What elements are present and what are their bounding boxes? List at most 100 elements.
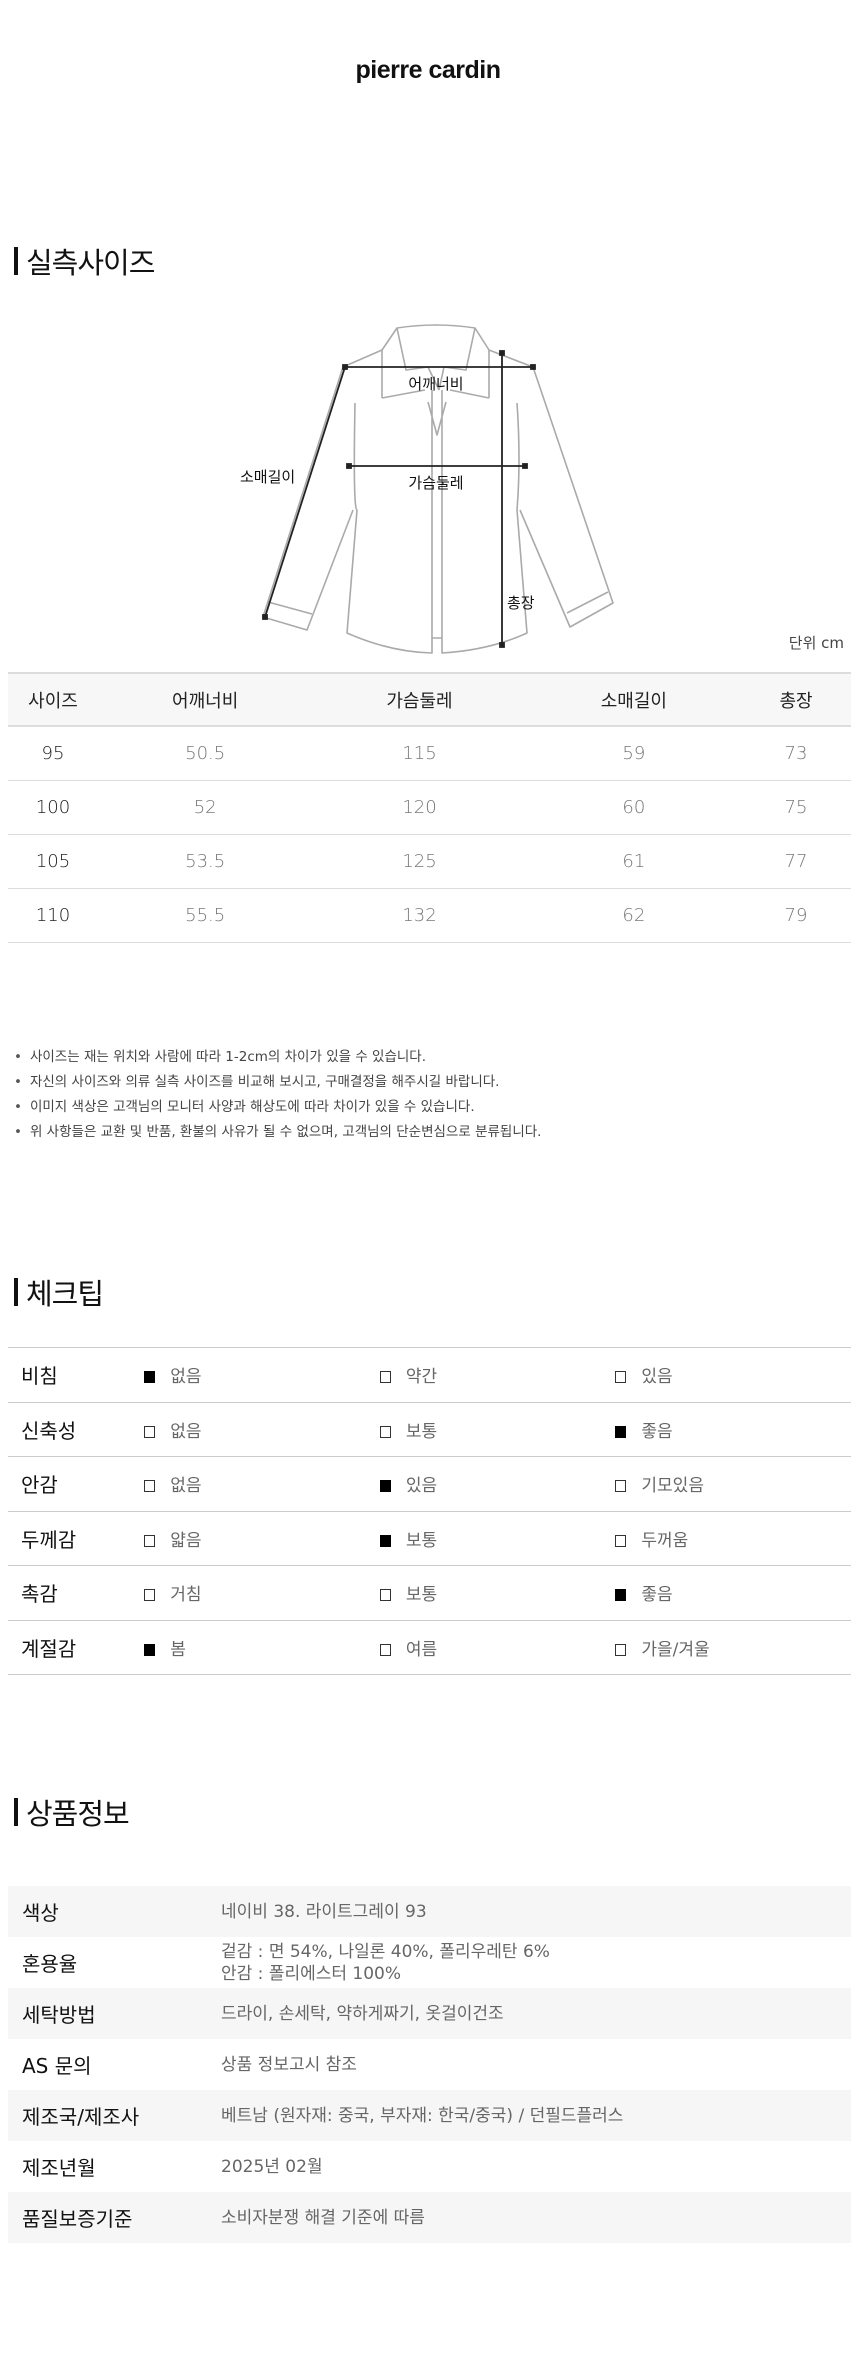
note-item: 이미지 색상은 고객님의 모니터 사양과 해상도에 따라 차이가 있을 수 있습… [14,1095,541,1120]
check-option: 있음 [379,1456,616,1512]
col-header: 소매길이 [526,672,741,727]
check-option: 있음 [615,1347,851,1403]
size-cell: 75 [741,780,851,835]
checked-box-icon [615,1425,627,1438]
size-cell: 62 [526,888,741,943]
check-row: 촉감 거침 보통 좋음 [8,1565,851,1621]
option-label: 약간 [405,1367,438,1388]
option-label: 두꺼움 [641,1530,689,1551]
info-value-line: 안감 : 폴리에스터 100% [221,1963,402,1984]
checked-box-icon [615,1589,627,1602]
note-item: 사이즈는 재는 위치와 사람에 따라 1-2cm의 차이가 있을 수 있습니다. [14,1045,541,1070]
size-cell: 53.5 [98,834,313,889]
unchecked-box-icon [379,1371,391,1384]
title-bar [14,247,18,275]
size-section-title: 실측사이즈 [14,240,155,282]
size-cell: 50.5 [98,726,313,781]
shirt-outline [262,324,614,654]
check-option: 보통 [379,1511,616,1566]
check-option: 없음 [144,1456,380,1512]
size-title-text: 실측사이즈 [26,246,155,280]
unchecked-box-icon [144,1589,156,1602]
unchecked-box-icon [144,1480,156,1493]
unchecked-box-icon [379,1425,391,1438]
info-key: 세탁방법 [22,2003,96,2027]
unit-label: 단위 cm [788,634,844,652]
option-label: 봄 [170,1639,186,1660]
measure-lines [262,350,536,648]
unchecked-box-icon [379,1643,391,1656]
option-label: 있음 [641,1367,673,1388]
check-option: 좋음 [615,1565,851,1621]
info-value: 상품 정보고시 참조 [221,2039,851,2090]
option-label: 없음 [170,1476,202,1497]
option-label: 가을/겨울 [641,1639,710,1660]
info-key: 제조국/제조사 [22,2105,140,2129]
size-cell: 60 [526,780,741,835]
size-cell: 59 [526,726,741,781]
info-value: 소비자분쟁 해결 기준에 따름 [221,2192,851,2243]
info-value-line: 네이비 38. 라이트그레이 93 [221,1901,427,1922]
check-option: 없음 [144,1402,380,1457]
label-shoulder: 어깨너비 [408,375,463,393]
label-sleeve: 소매길이 [240,468,295,486]
size-cell: 115 [312,726,527,781]
option-label: 보통 [405,1585,438,1606]
size-cell: 105 [8,834,98,889]
size-table-header: 사이즈 어깨너비 가슴둘레 소매길이 총장 [8,672,851,727]
info-key: 색상 [22,1901,59,1925]
info-row: 혼용율 겉감 : 면 54%, 나일론 40%, 폴리우레탄 6% 안감 : 폴리에… [8,1937,851,1988]
option-label: 여름 [405,1639,438,1660]
check-option: 거침 [144,1565,380,1621]
unchecked-box-icon [615,1371,627,1384]
info-row: 품질보증기준 소비자분쟁 해결 기준에 따름 [8,2192,851,2243]
info-key: 제조년월 [22,2156,96,2180]
info-value-line: 상품 정보고시 참조 [221,2054,357,2075]
size-cell: 120 [312,780,527,835]
col-header: 총장 [741,672,851,727]
size-row: 105 53.5 125 61 77 [8,834,851,889]
check-option: 약간 [379,1347,616,1403]
check-label: 두께감 [8,1511,145,1566]
info-value: 겉감 : 면 54%, 나일론 40%, 폴리우레탄 6% 안감 : 폴리에스터 … [221,1937,851,1988]
size-notes: 사이즈는 재는 위치와 사람에 따라 1-2cm의 차이가 있을 수 있습니다.… [14,1045,542,1145]
info-row: 세탁방법 드라이, 손세탁, 약하게짜기, 옷걸이건조 [8,1988,851,2039]
check-option: 좋음 [615,1402,851,1457]
size-cell: 125 [312,834,527,889]
unchecked-box-icon [379,1589,391,1602]
brand-logo: pierre cardin [355,56,501,84]
option-label: 거침 [170,1585,202,1606]
unchecked-box-icon [144,1534,156,1547]
size-table: 사이즈 어깨너비 가슴둘레 소매길이 총장 95 50.5 115 59 73 100 52… [8,672,851,943]
unchecked-box-icon [615,1643,627,1656]
info-key: AS 문의 [22,2054,92,2078]
title-bar [14,1278,18,1306]
title-bar [14,1798,18,1826]
info-value: 드라이, 손세탁, 약하게짜기, 옷걸이건조 [221,1988,851,2039]
size-cell: 73 [741,726,851,781]
col-header: 가슴둘레 [312,672,527,727]
unchecked-box-icon [615,1534,627,1547]
option-label: 없음 [170,1421,202,1442]
size-cell: 132 [312,888,527,943]
product-info-title: 상품정보 [14,1791,130,1833]
check-option: 기모있음 [615,1456,851,1512]
info-row: 제조년월 2025년 02월 [8,2141,851,2192]
info-value: 네이비 38. 라이트그레이 93 [221,1886,851,1937]
check-option: 봄 [144,1620,380,1675]
size-cell: 95 [8,726,98,781]
option-label: 얇음 [170,1530,202,1551]
note-item: 자신의 사이즈와 의류 실측 사이즈를 비교해 보시고, 구매결정을 해주시길 … [14,1070,541,1095]
product-info-table: 색상 네이비 38. 라이트그레이 93 혼용율 겉감 : 면 54%, 나일론 40… [8,1886,851,2243]
unchecked-box-icon [615,1480,627,1493]
size-row: 100 52 120 60 75 [8,780,851,835]
check-row: 신축성 없음 보통 좋음 [8,1402,851,1457]
check-option: 얇음 [144,1511,380,1566]
check-row: 두께감 얇음 보통 두꺼움 [8,1511,851,1566]
check-option: 보통 [379,1565,616,1621]
info-value: 2025년 02월 [221,2141,851,2192]
check-tip-title: 체크팁 [14,1271,104,1313]
size-cell: 77 [741,834,851,889]
info-value-line: 베트남 (원자재: 중국, 부자재: 한국/중국) / 던필드플러스 [221,2105,624,2126]
info-value-line: 소비자분쟁 해결 기준에 따름 [221,2207,425,2228]
